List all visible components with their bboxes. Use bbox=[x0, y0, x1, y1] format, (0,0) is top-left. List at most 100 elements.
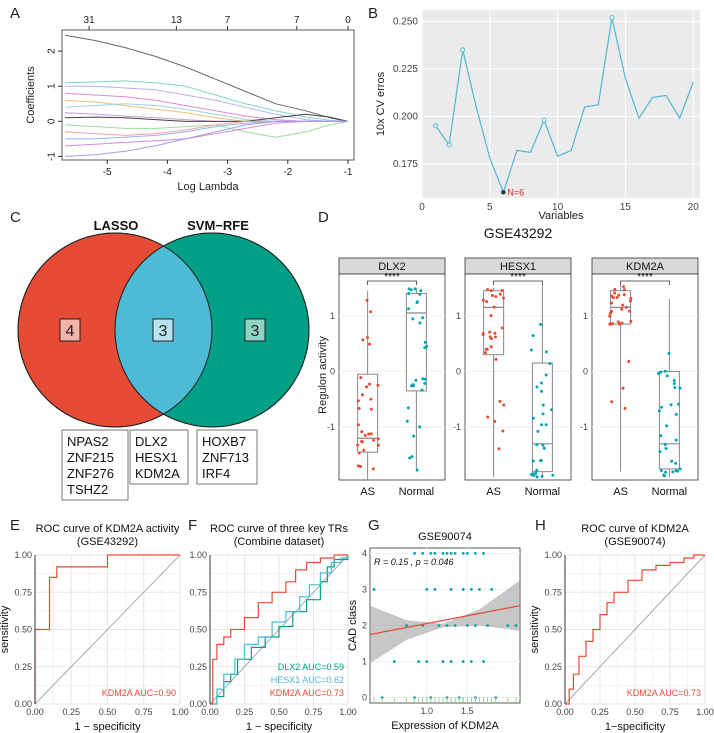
facet-ytick-label: 1 bbox=[456, 311, 461, 321]
box-point bbox=[623, 406, 627, 410]
facet-panel bbox=[591, 273, 699, 481]
box-point bbox=[539, 458, 543, 462]
box-point bbox=[529, 348, 533, 352]
box-point bbox=[489, 289, 493, 293]
roc-xtick-label: 0.75 bbox=[661, 707, 679, 717]
box-point bbox=[669, 403, 673, 407]
box-point bbox=[535, 475, 539, 479]
panel-letter-e: E bbox=[10, 517, 20, 534]
box-point bbox=[622, 293, 626, 297]
box-point bbox=[410, 455, 414, 459]
panel-a-ylabel: Coefficients bbox=[25, 66, 37, 124]
box-point bbox=[535, 443, 539, 447]
box-point bbox=[610, 400, 614, 404]
roc-xtick-label: 0.00 bbox=[556, 707, 574, 717]
facet-group-label: AS bbox=[613, 486, 628, 498]
roc-xlabel: 1 − specificity bbox=[74, 721, 141, 733]
roc-ylabel: sensitivity bbox=[529, 605, 541, 653]
box-point bbox=[662, 474, 666, 478]
box-point bbox=[620, 321, 624, 325]
box-point bbox=[419, 289, 423, 293]
panel-g-ytick-label: 3 bbox=[362, 584, 367, 594]
panel-b-point bbox=[446, 142, 452, 148]
box-point bbox=[627, 360, 631, 364]
box-point bbox=[481, 298, 485, 302]
box-point bbox=[667, 351, 671, 355]
facet-dlx2: DLX2 -1 0 1 AS Normal **** bbox=[327, 257, 446, 498]
panel-b-ytick-label: 0.225 bbox=[393, 64, 418, 75]
panel-g-point bbox=[465, 552, 469, 555]
box-point bbox=[376, 383, 380, 387]
box-point bbox=[610, 322, 614, 326]
roc-xtick-label: 0.75 bbox=[135, 707, 153, 717]
panel-g-point bbox=[482, 660, 485, 663]
box-point bbox=[615, 295, 619, 299]
box-point bbox=[357, 451, 361, 455]
venn-intersection-genes-gene: HESX1 bbox=[135, 450, 178, 465]
box-point bbox=[361, 338, 365, 342]
panel-g-point bbox=[417, 660, 421, 663]
panel-g-point bbox=[474, 624, 477, 627]
box-point bbox=[674, 438, 678, 442]
box-point bbox=[409, 288, 413, 292]
panel-letter-h: H bbox=[535, 517, 546, 534]
box-point bbox=[656, 371, 660, 375]
box-point bbox=[488, 335, 492, 339]
panel-g-point bbox=[433, 552, 437, 555]
panel-b-annotation: N=6 bbox=[507, 187, 524, 197]
box-point bbox=[414, 378, 418, 382]
venn-svm-rfe-count-box bbox=[244, 318, 266, 342]
roc-xtick-label: 0.25 bbox=[62, 707, 80, 717]
box-point bbox=[491, 294, 495, 298]
box-point bbox=[531, 416, 535, 420]
panel-a-ytick-label: 1 bbox=[47, 83, 58, 89]
facet-ytick-label: 1 bbox=[583, 311, 588, 321]
roc-title: ROC curve of KDM2A activity bbox=[36, 523, 180, 535]
panel-g-point bbox=[461, 660, 465, 663]
roc-diagonal bbox=[34, 554, 181, 705]
panel-g-point bbox=[482, 552, 485, 555]
panel-g-point bbox=[506, 624, 510, 627]
box-point bbox=[659, 434, 663, 438]
box-point bbox=[489, 345, 493, 349]
box-point bbox=[360, 430, 364, 434]
facet-kdm2a: KDM2A -1 0 1 AS Normal **** bbox=[580, 257, 699, 498]
panel-b-point bbox=[460, 47, 466, 53]
box-point bbox=[415, 468, 419, 472]
roc-ytick-label: 0.25 bbox=[544, 662, 562, 672]
box-point bbox=[540, 381, 544, 385]
box-point bbox=[420, 388, 424, 392]
box-point bbox=[415, 300, 419, 304]
box-point bbox=[365, 298, 369, 302]
panel-a-frame bbox=[61, 29, 355, 161]
panel-a-xtick-label: -3 bbox=[223, 167, 232, 178]
roc-ytick-label: 1.00 bbox=[544, 550, 562, 560]
panel-b-point bbox=[609, 15, 615, 21]
box-point bbox=[624, 305, 628, 309]
roc-xtick-label: 0.50 bbox=[270, 707, 288, 717]
panel-a-top-tick-label: 13 bbox=[171, 15, 183, 26]
box-point bbox=[357, 406, 361, 410]
box-point bbox=[534, 471, 538, 475]
panel-h-roc: ROC curve of KDM2A(GSE90074) KDM2A AUC=0.… bbox=[529, 523, 714, 733]
panel-a-ytick-label: -1 bbox=[47, 152, 58, 161]
box-point bbox=[369, 407, 373, 411]
panel-b-xtick-label: 15 bbox=[620, 202, 632, 213]
facet-group-label: Normal bbox=[525, 486, 560, 498]
significance-label: **** bbox=[510, 272, 526, 283]
box-point bbox=[544, 373, 548, 377]
facet-group-label: Normal bbox=[399, 486, 434, 498]
roc-ytick-label: 0.75 bbox=[14, 587, 32, 597]
box-point bbox=[358, 464, 362, 468]
box-point bbox=[360, 393, 364, 397]
panel-g-stat: R = 0.15 , p = 0.046 bbox=[374, 557, 454, 567]
panel-g-point bbox=[421, 552, 425, 555]
panel-b-line bbox=[435, 17, 694, 195]
panel-g-ytick-label: 4 bbox=[362, 548, 367, 558]
panel-letter-a: A bbox=[10, 5, 20, 22]
panel-d-title: GSE43292 bbox=[484, 225, 553, 241]
venn-lasso-genes-gene: NPAS2 bbox=[67, 434, 109, 449]
roc-ytick-label: 0.75 bbox=[544, 587, 562, 597]
box-point bbox=[421, 377, 425, 381]
box-point bbox=[541, 403, 545, 407]
